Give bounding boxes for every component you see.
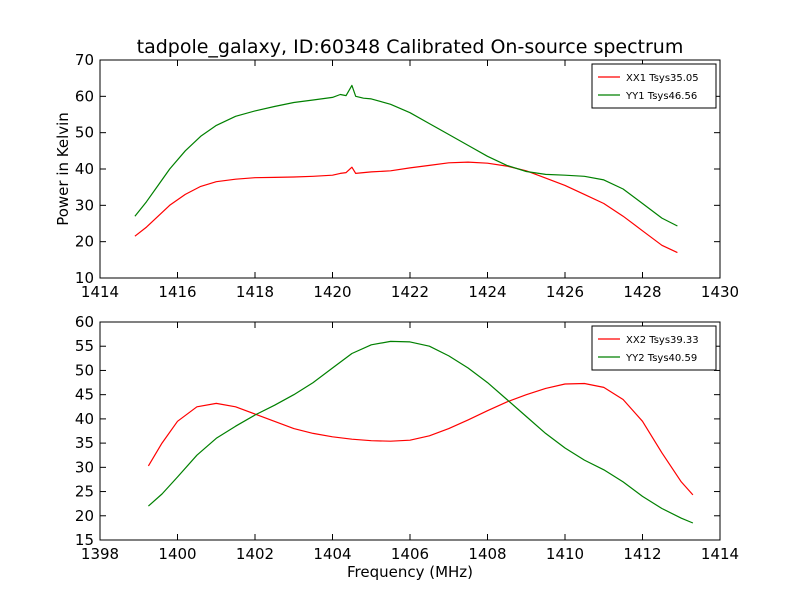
y-tick-label: 15 — [75, 531, 94, 549]
series-line-yy — [148, 340, 694, 524]
figure-title: tadpole_galaxy, ID:60348 Calibrated On-s… — [137, 36, 684, 58]
bottom-panel: 1398 1400 1402 1404 1406 1408 1410 1412 1414 15 20… — [75, 313, 739, 581]
y-tick-label: 50 — [75, 361, 94, 379]
y-tick-label: 50 — [75, 124, 94, 142]
x-tick-label: 1418 — [236, 283, 274, 301]
legend-label: XX1 Tsys35.05 — [626, 73, 699, 84]
y-tick-label: 20 — [75, 233, 94, 251]
y-tick-label: 10 — [75, 269, 94, 287]
x-tick-label: 1410 — [546, 545, 584, 563]
y-tick-label: 40 — [75, 160, 94, 178]
x-tick-label: 1416 — [158, 283, 196, 301]
y-tick-label: 70 — [75, 51, 94, 69]
x-tick-label: 1428 — [623, 283, 661, 301]
series-line-xx — [134, 161, 678, 254]
x-tick-label: 1422 — [391, 283, 429, 301]
y-tick-label: 55 — [75, 337, 94, 355]
y-tick-label: 60 — [75, 87, 94, 105]
y-tick-label: 20 — [75, 507, 94, 525]
y-tick-label: 25 — [75, 483, 94, 501]
x-tick-label: 1408 — [468, 545, 506, 563]
legend-label: XX2 Tsys39.33 — [626, 335, 699, 346]
x-tick-label: 1414 — [701, 545, 739, 563]
x-tick-label: 1426 — [546, 283, 584, 301]
y-tick-label: 45 — [75, 386, 94, 404]
legend-label: YY1 Tsys46.56 — [625, 91, 697, 102]
x-axis-label: Frequency (MHz) — [347, 563, 473, 581]
y-tick-label: 30 — [75, 196, 94, 214]
legend-label: YY2 Tsys40.59 — [625, 353, 697, 364]
y-tick-label: 60 — [75, 313, 94, 331]
legend-box — [591, 63, 717, 109]
x-tick-label: 1398 — [81, 545, 119, 563]
series-line-yy — [134, 84, 678, 227]
legend-box — [591, 325, 717, 371]
x-tick-label: 1402 — [236, 545, 274, 563]
series-line-xx — [147, 382, 694, 496]
x-tick-label: 1400 — [158, 545, 196, 563]
y-axis-label: Power in Kelvin — [54, 112, 72, 226]
x-tick-label: 1424 — [468, 283, 506, 301]
x-tick-label: 1404 — [313, 545, 351, 563]
top-panel: 1414 1416 1418 1420 1422 1424 1426 1428 1430 10 20… — [54, 51, 739, 301]
x-tick-label: 1406 — [391, 545, 429, 563]
x-tick-label: 1414 — [81, 283, 119, 301]
x-tick-label: 1420 — [313, 283, 351, 301]
y-tick-label: 30 — [75, 458, 94, 476]
y-tick-label: 40 — [75, 410, 94, 428]
y-tick-label: 35 — [75, 434, 94, 452]
x-tick-label: 1412 — [623, 545, 661, 563]
x-tick-label: 1430 — [701, 283, 739, 301]
